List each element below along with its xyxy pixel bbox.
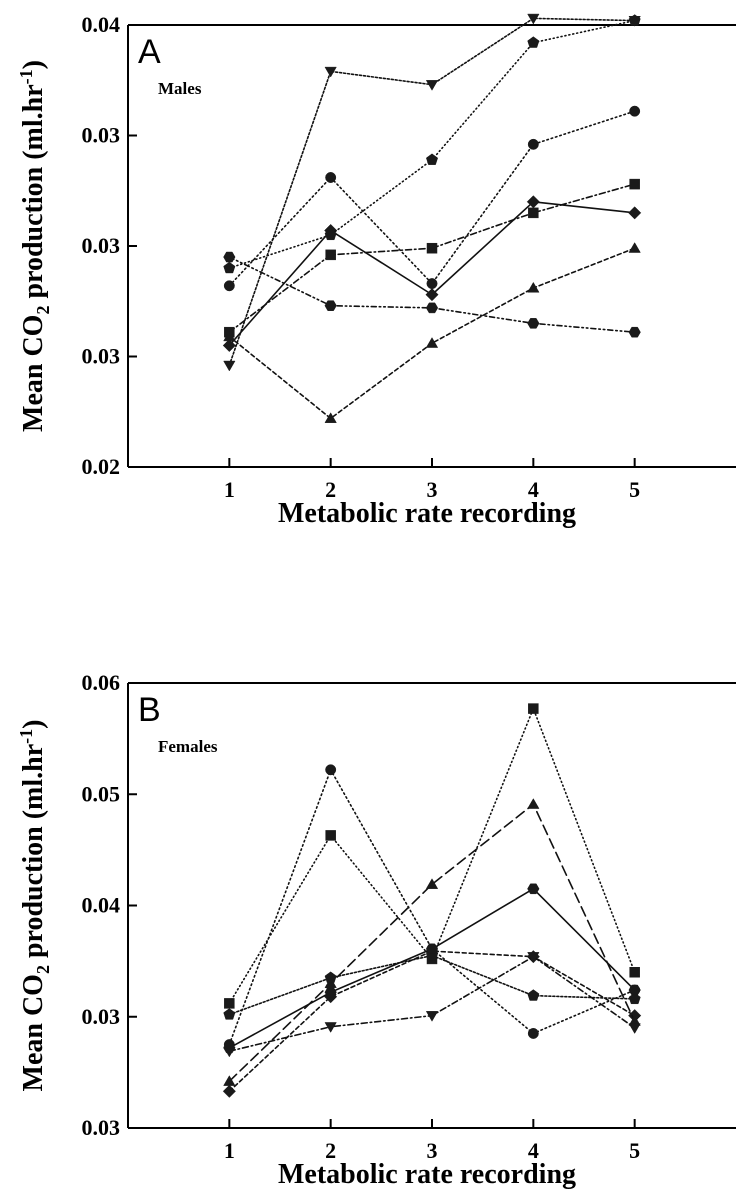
series-line-4 bbox=[228, 803, 636, 1083]
data-point bbox=[628, 984, 641, 996]
data-point bbox=[325, 830, 336, 841]
data-point bbox=[628, 206, 642, 220]
data-point bbox=[425, 302, 439, 314]
data-point bbox=[324, 1022, 337, 1033]
data-point bbox=[425, 337, 439, 348]
data-point bbox=[324, 971, 337, 983]
series-line-5 bbox=[228, 17, 636, 367]
data-point bbox=[527, 13, 540, 25]
data-point bbox=[629, 967, 640, 978]
data-point bbox=[222, 338, 236, 353]
data-point bbox=[223, 261, 236, 274]
data-point bbox=[425, 878, 439, 889]
data-point bbox=[629, 178, 640, 190]
data-point bbox=[425, 288, 439, 302]
data-point bbox=[325, 764, 337, 776]
series-line-4 bbox=[228, 247, 636, 420]
data-point bbox=[223, 251, 236, 263]
series-line-5 bbox=[228, 955, 636, 1053]
data-point bbox=[223, 1008, 236, 1020]
y-tick-label: 0.04 bbox=[82, 893, 121, 918]
data-point bbox=[628, 326, 641, 338]
panel-letter: A bbox=[138, 33, 161, 71]
x-tick-label: 1 bbox=[224, 477, 235, 502]
x-tick-label: 4 bbox=[528, 477, 539, 502]
data-point bbox=[325, 172, 337, 183]
group-label: Females bbox=[158, 737, 218, 756]
data-point bbox=[223, 360, 236, 372]
data-point bbox=[527, 952, 540, 963]
series-line-1 bbox=[228, 768, 636, 1046]
data-point bbox=[325, 249, 336, 261]
x-tick-label: 3 bbox=[427, 1138, 438, 1163]
data-point bbox=[224, 998, 235, 1009]
data-point bbox=[628, 1023, 641, 1034]
x-axis-title: Metabolic rate recording bbox=[278, 1159, 576, 1190]
y-tick-label: 0.03 bbox=[82, 344, 121, 369]
chart-panel-b: 0.03 0.03 0.04 0.05 0.06 1 2 3 4 5 Metabolic rate … bbox=[16, 670, 736, 1190]
x-tick-label: 3 bbox=[427, 477, 438, 502]
x-tick-label: 1 bbox=[224, 1138, 235, 1163]
data-point bbox=[528, 703, 539, 714]
y-tick-label: 0.03 bbox=[82, 123, 121, 148]
data-point bbox=[324, 412, 337, 423]
data-point bbox=[223, 280, 235, 292]
data-point bbox=[324, 66, 337, 78]
y-tick-label: 0.03 bbox=[82, 1004, 121, 1029]
data-point bbox=[526, 195, 540, 209]
data-point bbox=[425, 1011, 439, 1022]
x-tick-label: 2 bbox=[325, 1138, 336, 1163]
data-point bbox=[629, 105, 641, 117]
data-point bbox=[527, 1027, 539, 1039]
data-point bbox=[426, 278, 438, 290]
data-point bbox=[222, 1084, 236, 1098]
x-tick-label: 4 bbox=[528, 1138, 539, 1163]
y-axis-title: Mean CO2 production (ml.hr-1) bbox=[16, 720, 53, 1092]
data-point bbox=[425, 153, 439, 165]
series-line-7 bbox=[228, 888, 636, 1049]
data-point bbox=[527, 138, 539, 150]
data-point bbox=[628, 992, 641, 1005]
series-line-6 bbox=[228, 19, 636, 269]
data-point bbox=[527, 798, 540, 809]
x-axis-title: Metabolic rate recording bbox=[278, 498, 576, 529]
data-point bbox=[324, 300, 337, 311]
y-tick-label: 0.03 bbox=[82, 1115, 121, 1140]
data-point bbox=[223, 330, 236, 342]
data-point bbox=[426, 242, 438, 254]
data-point bbox=[628, 242, 641, 253]
data-point bbox=[527, 281, 540, 293]
y-tick-label: 0.02 bbox=[82, 454, 121, 479]
data-point bbox=[425, 943, 439, 955]
chart-panel-a: 0.02 0.03 0.03 0.03 0.04 1 2 3 4 5 Metabolic rate … bbox=[16, 12, 736, 529]
y-tick-label: 0.06 bbox=[82, 670, 121, 695]
y-tick-label: 0.04 bbox=[82, 12, 121, 37]
group-label: Males bbox=[158, 79, 202, 98]
y-axis-title: Mean CO2 production (ml.hr-1) bbox=[16, 60, 53, 432]
data-point bbox=[528, 207, 539, 219]
data-point bbox=[527, 989, 540, 1001]
data-point bbox=[527, 883, 540, 895]
x-tick-label: 2 bbox=[325, 477, 336, 502]
y-tick-label: 0.03 bbox=[82, 233, 121, 258]
data-point bbox=[223, 1075, 236, 1086]
y-tick-label: 0.05 bbox=[82, 781, 121, 806]
data-point bbox=[527, 36, 540, 48]
panel-letter: B bbox=[138, 691, 161, 729]
series-line-1 bbox=[228, 110, 636, 287]
x-tick-label: 5 bbox=[629, 477, 640, 502]
x-tick-label: 5 bbox=[629, 1138, 640, 1163]
data-point bbox=[223, 1042, 236, 1054]
data-point bbox=[628, 14, 641, 26]
data-point bbox=[425, 80, 439, 91]
series-line-3 bbox=[228, 201, 636, 347]
data-point bbox=[324, 987, 337, 998]
data-point bbox=[324, 228, 337, 241]
data-point bbox=[527, 318, 540, 329]
